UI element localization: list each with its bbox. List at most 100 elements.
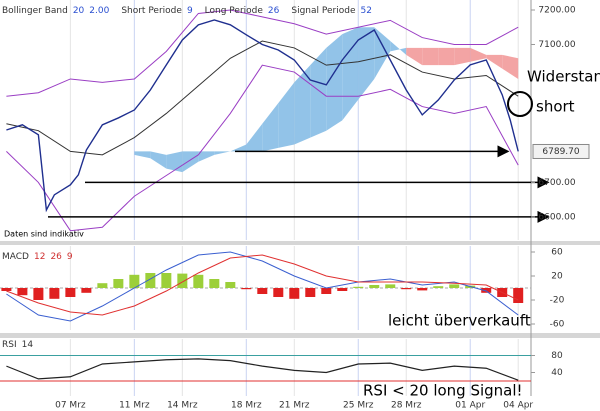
indicator-header: Bollinger Band 20 2.00 Short Periode 9 Long P…	[2, 6, 372, 16]
histogram-bar	[481, 288, 492, 293]
panel-separator	[0, 241, 600, 245]
histogram-bar	[33, 288, 44, 300]
cloud-segment	[262, 103, 279, 152]
x-tick-label: 21 Mrz	[279, 401, 310, 411]
histogram-bar	[241, 288, 252, 290]
histogram-bar	[113, 279, 124, 288]
histogram-bar	[401, 288, 412, 290]
histogram-bar	[433, 286, 444, 288]
panel-title: RSI 14	[2, 340, 33, 350]
cloud-segment	[246, 123, 263, 152]
indicator-name: Long Periode	[205, 6, 264, 16]
histogram-bar	[193, 274, 204, 288]
histogram-bar	[49, 288, 60, 299]
cloud-segment	[134, 151, 151, 159]
indicator-name: Bollinger Band	[2, 6, 68, 16]
histogram-bar	[145, 273, 156, 288]
histogram-bar	[417, 288, 428, 291]
x-tick-label: 01 Apr	[455, 401, 485, 411]
cloud-segment	[214, 151, 231, 155]
indicator-param: 52	[360, 6, 371, 16]
panel-title-name: RSI	[2, 340, 17, 350]
panel-param: 12	[34, 252, 45, 262]
histogram-bar	[369, 285, 380, 288]
cloud-segment	[422, 47, 439, 66]
histogram-bar	[177, 273, 188, 288]
indicator-param: 2.00	[89, 6, 109, 16]
panel-param: 9	[67, 252, 73, 262]
histogram-bar	[385, 284, 396, 288]
series-line	[6, 40, 519, 156]
indicator-param: 20	[73, 6, 85, 16]
indicator-param: 9	[187, 6, 193, 16]
series-line	[6, 9, 519, 97]
cloud-segment	[310, 47, 327, 138]
histogram-bar	[81, 288, 92, 293]
indicator-name: Signal Periode	[291, 6, 356, 16]
cloud-segment	[454, 47, 471, 66]
histogram-bar	[225, 282, 236, 288]
histogram-bar	[513, 288, 524, 303]
series-line	[6, 358, 519, 381]
annotation-oversold: leicht überverkauft	[388, 312, 531, 330]
x-tick-label: 04 Apr	[503, 401, 533, 411]
series-line	[6, 64, 519, 232]
y-tick-label: 7200.00	[538, 6, 575, 16]
cloud-segment	[182, 151, 199, 173]
cloud-segment	[230, 144, 247, 152]
series-line	[6, 254, 519, 316]
last-price-box	[532, 143, 590, 159]
y-tick-label: 60	[551, 248, 563, 258]
cloud-segment	[470, 47, 487, 62]
series-line	[6, 251, 519, 322]
annotation-resistance: Widerstand	[527, 68, 600, 86]
cloud-segment	[326, 34, 343, 131]
indicator-param: 26	[268, 6, 280, 16]
cloud-segment	[438, 47, 455, 66]
cloud-segment	[150, 151, 167, 169]
cloud-segment	[486, 54, 503, 69]
y-tick-label: 20	[551, 272, 563, 282]
histogram-bar	[97, 283, 108, 288]
histogram-bar	[161, 273, 172, 288]
histogram-bar	[209, 279, 220, 288]
histogram-bar	[321, 288, 332, 294]
histogram-bar	[1, 288, 12, 291]
histogram-bar	[337, 288, 348, 291]
histogram-bar	[289, 288, 300, 299]
x-tick-label: 25 Mrz	[343, 401, 374, 411]
panel-param: 14	[22, 340, 34, 350]
cloud-segment	[358, 27, 375, 100]
panel-separator	[0, 333, 600, 338]
y-tick-label: -60	[550, 320, 565, 330]
x-tick-label: 07 Mrz	[55, 401, 86, 411]
cloud-segment	[406, 47, 423, 66]
x-tick-label: 11 Mrz	[119, 401, 150, 411]
y-tick-label: 6700.00	[538, 178, 575, 188]
panel-title-name: MACD	[2, 252, 29, 262]
histogram-bar	[449, 284, 460, 288]
x-tick-label: 18 Mrz	[231, 401, 262, 411]
short-circle	[507, 91, 533, 117]
histogram-bar	[257, 288, 268, 294]
histogram-bar	[305, 288, 316, 297]
y-tick-label: 6600.00	[538, 212, 575, 222]
annotation-short: short	[536, 98, 575, 116]
y-tick-label: 40	[551, 368, 563, 378]
annotation-rsi-signal: RSI < 20 long Signal!	[363, 382, 523, 400]
panel-param: 26	[50, 252, 62, 262]
y-tick-label: 7100.00	[538, 40, 575, 50]
x-tick-label: 28 Mrz	[391, 401, 422, 411]
cloud-segment	[342, 27, 359, 121]
x-tick-label: 14 Mrz	[167, 401, 198, 411]
panel-title: MACD 12 26 9	[2, 252, 73, 262]
y-tick-label: -20	[550, 296, 565, 306]
note: Daten sind indikativ	[4, 230, 84, 239]
cloud-segment	[390, 41, 407, 55]
last-price-label: 6789.70	[542, 147, 579, 157]
histogram-bar	[65, 288, 76, 297]
cloud-segment	[166, 151, 183, 173]
histogram-bar	[273, 288, 284, 297]
series-line	[6, 19, 519, 213]
